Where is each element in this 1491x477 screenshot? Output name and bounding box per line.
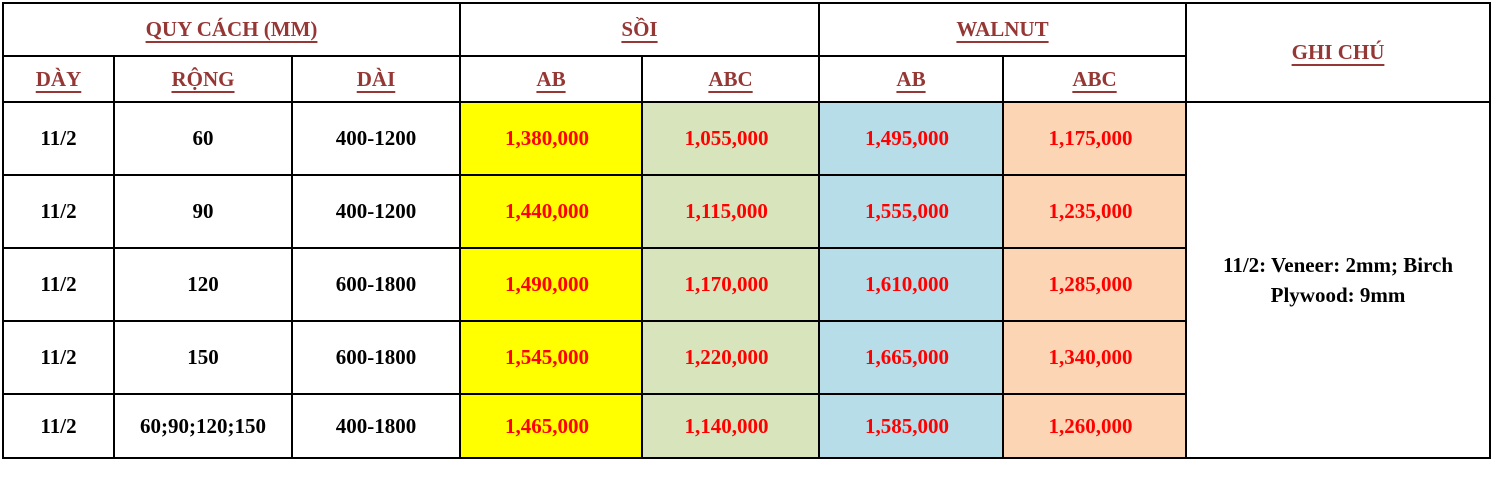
note-line-2: Plywood: 9mm (1270, 283, 1406, 307)
header-row-groups: QUY CÁCH (MM) SỒI WALNUT GHI CHÚ (2, 2, 1491, 103)
header-walnut-abc: ABC (1002, 55, 1187, 103)
table-row: 11/2 60;90;120;150 400-1800 1,465,000 1,… (2, 393, 1490, 459)
cell-price-soi-abc: 1,115,000 (641, 174, 820, 249)
header-dai: DÀI (291, 55, 461, 103)
cell-dai: 600-1800 (291, 247, 461, 322)
cell-price-soi-ab: 1,545,000 (459, 320, 643, 395)
note-cell: 11/2: Veneer: 2mm; Birch Plywood: 9mm (1185, 101, 1491, 459)
table-row: 11/2 150 600-1800 1,545,000 1,220,000 1,… (2, 320, 1490, 395)
cell-price-walnut-ab: 1,495,000 (818, 101, 1004, 176)
cell-dai: 400-1800 (291, 393, 461, 459)
cell-rong: 60;90;120;150 (113, 393, 293, 459)
cell-price-soi-abc: 1,140,000 (641, 393, 820, 459)
cell-price-soi-abc: 1,055,000 (641, 101, 820, 176)
cell-price-soi-ab: 1,490,000 (459, 247, 643, 322)
cell-day: 11/2 (2, 393, 115, 459)
cell-price-walnut-abc: 1,340,000 (1002, 320, 1187, 395)
cell-rong: 60 (113, 101, 293, 176)
cell-price-soi-abc: 1,220,000 (641, 320, 820, 395)
cell-price-walnut-ab: 1,585,000 (818, 393, 1004, 459)
cell-price-walnut-ab: 1,610,000 (818, 247, 1004, 322)
price-table: QUY CÁCH (MM) SỒI WALNUT GHI CHÚ DÀY RỘN… (2, 2, 1491, 459)
header-ghi-chu: GHI CHÚ (1185, 2, 1491, 103)
cell-rong: 120 (113, 247, 293, 322)
header-walnut: WALNUT (818, 2, 1187, 57)
header-soi: SỒI (459, 2, 820, 57)
cell-price-walnut-abc: 1,260,000 (1002, 393, 1187, 459)
cell-price-soi-ab: 1,465,000 (459, 393, 643, 459)
cell-price-walnut-abc: 1,175,000 (1002, 101, 1187, 176)
cell-dai: 400-1200 (291, 101, 461, 176)
cell-price-soi-abc: 1,170,000 (641, 247, 820, 322)
header-walnut-ab: AB (818, 55, 1004, 103)
table-row: 11/2 120 600-1800 1,490,000 1,170,000 1,… (2, 247, 1490, 322)
cell-dai: 400-1200 (291, 174, 461, 249)
cell-price-soi-ab: 1,380,000 (459, 101, 643, 176)
cell-day: 11/2 (2, 174, 115, 249)
cell-price-walnut-ab: 1,665,000 (818, 320, 1004, 395)
cell-price-walnut-abc: 1,235,000 (1002, 174, 1187, 249)
header-quy-cach: QUY CÁCH (MM) (2, 2, 461, 57)
cell-price-walnut-abc: 1,285,000 (1002, 247, 1187, 322)
cell-price-walnut-ab: 1,555,000 (818, 174, 1004, 249)
cell-rong: 150 (113, 320, 293, 395)
table-row: 11/2 60 400-1200 1,380,000 1,055,000 1,4… (2, 101, 1491, 459)
header-soi-abc: ABC (641, 55, 820, 103)
cell-day: 11/2 (2, 320, 115, 395)
cell-price-soi-ab: 1,440,000 (459, 174, 643, 249)
cell-rong: 90 (113, 174, 293, 249)
header-soi-ab: AB (459, 55, 643, 103)
table-row: 11/2 90 400-1200 1,440,000 1,115,000 1,5… (2, 174, 1490, 249)
header-row-sub: DÀY RỘNG DÀI AB ABC AB ABC (2, 55, 1490, 103)
cell-dai: 600-1800 (291, 320, 461, 395)
header-rong: RỘNG (113, 55, 293, 103)
cell-day: 11/2 (2, 101, 115, 176)
header-day: DÀY (2, 55, 115, 103)
note-line-1: 11/2: Veneer: 2mm; Birch (1223, 252, 1453, 277)
cell-day: 11/2 (2, 247, 115, 322)
